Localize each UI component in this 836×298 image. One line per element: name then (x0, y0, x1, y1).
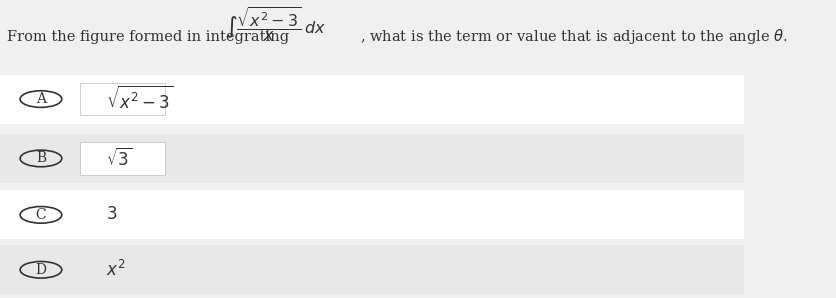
FancyBboxPatch shape (79, 142, 165, 175)
FancyBboxPatch shape (0, 134, 743, 183)
Text: D: D (35, 263, 46, 277)
Text: $x^{2}$: $x^{2}$ (106, 260, 125, 280)
Text: , what is the term or value that is adjacent to the angle $\theta$.: , what is the term or value that is adja… (359, 27, 787, 46)
Text: $\int \dfrac{\sqrt{x^{2}-3}}{x}\,dx$: $\int \dfrac{\sqrt{x^{2}-3}}{x}\,dx$ (225, 5, 325, 43)
Text: From the figure formed in integrating: From the figure formed in integrating (8, 30, 293, 44)
FancyBboxPatch shape (0, 245, 743, 294)
Text: B: B (36, 151, 46, 165)
Text: $\sqrt{3}$: $\sqrt{3}$ (106, 148, 133, 170)
FancyBboxPatch shape (0, 190, 743, 239)
FancyBboxPatch shape (79, 83, 165, 115)
Text: A: A (36, 92, 46, 106)
Text: $3$: $3$ (106, 206, 118, 224)
Text: C: C (36, 208, 46, 222)
FancyBboxPatch shape (0, 74, 743, 124)
Text: $\sqrt{x^{2}-3}$: $\sqrt{x^{2}-3}$ (106, 86, 173, 113)
